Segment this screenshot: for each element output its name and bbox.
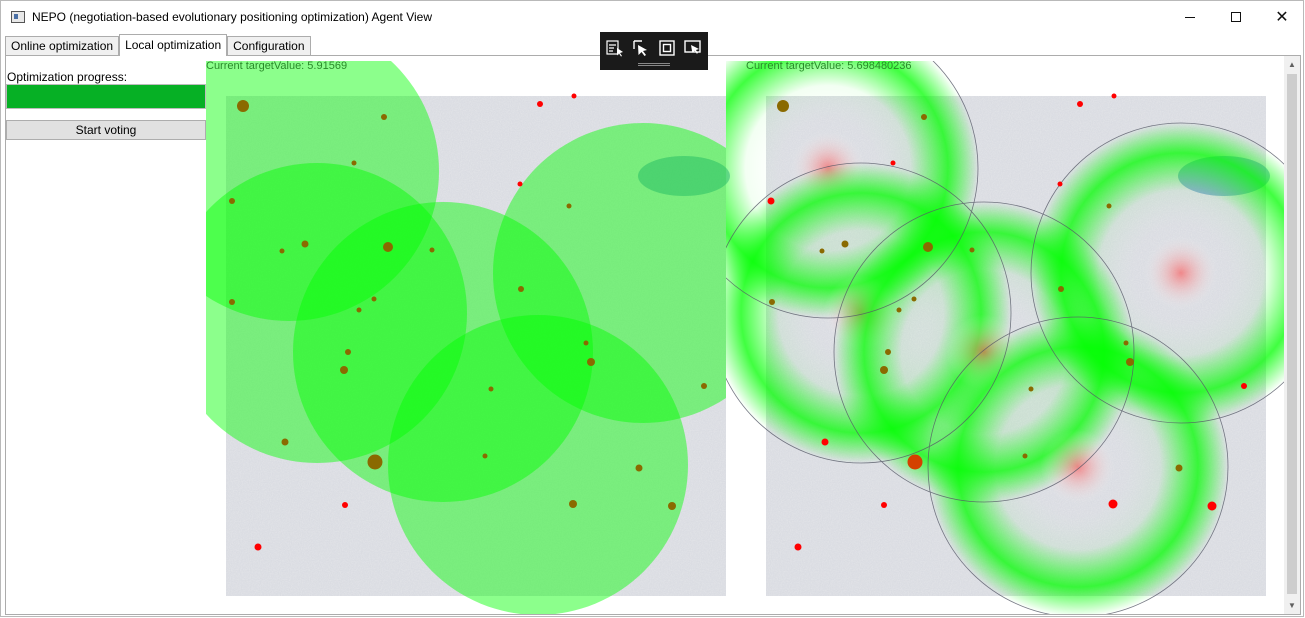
close-icon: ✕ — [1275, 9, 1289, 26]
map-canvas — [206, 61, 1286, 614]
app-icon — [11, 11, 25, 23]
start-voting-button[interactable]: Start voting — [6, 120, 206, 140]
screen-select-icon[interactable] — [683, 38, 703, 58]
scroll-down-icon[interactable]: ▼ — [1288, 601, 1296, 610]
pointer-icon[interactable] — [631, 38, 651, 58]
scroll-thumb[interactable] — [1287, 74, 1297, 594]
progress-fill — [7, 85, 205, 108]
scroll-up-icon[interactable]: ▲ — [1288, 60, 1296, 69]
minimize-button[interactable] — [1167, 1, 1213, 33]
right-coverage-rings — [726, 61, 1286, 614]
floating-debug-toolbar — [600, 32, 708, 70]
left-red-points — [254, 93, 577, 551]
maximize-icon — [1231, 12, 1241, 22]
maximize-button[interactable] — [1213, 1, 1259, 33]
minimize-icon — [1185, 16, 1195, 18]
right-red-points — [767, 93, 1247, 551]
tab-online-optimization[interactable]: Online optimization — [5, 36, 120, 56]
tab-local-optimization[interactable]: Local optimization — [119, 34, 228, 56]
optimization-progress-bar — [6, 84, 206, 109]
right-agent-points — [769, 100, 1183, 472]
window-title: NEPO (negotiation-based evolutionary pos… — [32, 10, 433, 24]
points-layer — [229, 93, 1247, 551]
vertical-scrollbar[interactable]: ▲ ▼ — [1284, 56, 1300, 614]
left-coverage-circles — [206, 61, 726, 614]
tab-strip: Online optimization Local optimization C… — [5, 34, 311, 56]
title-bar[interactable]: NEPO (negotiation-based evolutionary pos… — [1, 1, 1303, 33]
left-target-value: Current targetValue: 5.91569 — [206, 60, 348, 72]
close-button[interactable]: ✕ — [1259, 1, 1303, 33]
tab-configuration[interactable]: Configuration — [227, 36, 311, 56]
focus-frame-icon[interactable] — [657, 38, 677, 58]
progress-label: Optimization progress: — [7, 70, 128, 84]
local-optimization-panel: Current targetValue: 5.91569 Current tar… — [5, 55, 1301, 615]
right-target-value: Current targetValue: 5.698480236 — [746, 60, 912, 72]
toolbar-grip-icon[interactable] — [638, 63, 670, 66]
select-element-icon[interactable] — [605, 38, 625, 58]
right-selected-agent — [907, 454, 923, 470]
left-agent-points — [229, 100, 707, 510]
left-terrain — [226, 96, 730, 596]
